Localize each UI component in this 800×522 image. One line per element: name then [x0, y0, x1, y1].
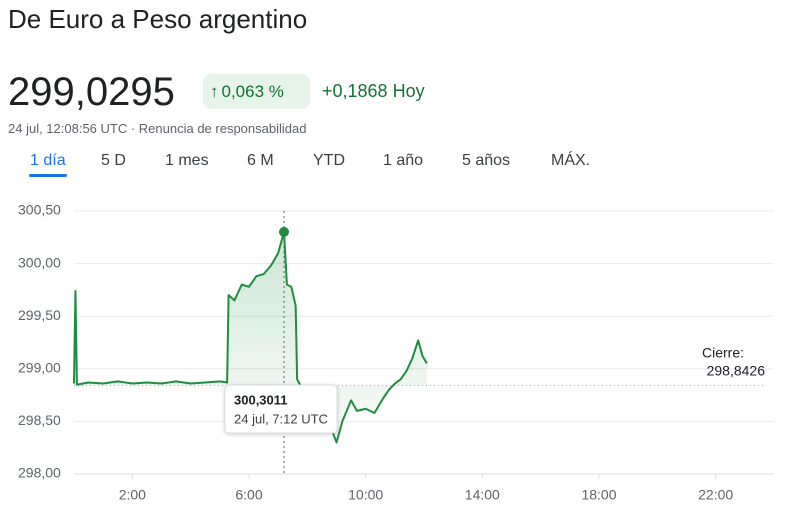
- arrow-icon: ↑: [210, 82, 219, 101]
- tab[interactable]: YTD: [313, 152, 345, 169]
- close-title: Cierre:: [702, 345, 744, 361]
- y-tick-label: 298,00: [18, 465, 61, 481]
- y-tick-label: 299,50: [18, 307, 61, 323]
- tab[interactable]: 5 años: [462, 152, 511, 169]
- timestamp: 24 jul, 12:08:56 UTC · Renuncia de respo…: [8, 121, 307, 136]
- tab[interactable]: 5 D: [101, 152, 126, 169]
- change-abs: +0,1868: [322, 81, 388, 101]
- change-badge: ↑ 0,063 %: [203, 74, 310, 109]
- x-tick-label: 14:00: [465, 487, 500, 503]
- tab[interactable]: MÁX.: [551, 152, 591, 169]
- y-tick-label: 300,00: [18, 254, 61, 270]
- tooltip-value: 300,3011: [234, 392, 288, 407]
- x-tick-label: 22:00: [698, 487, 733, 503]
- hover-point: [279, 226, 289, 237]
- price: 299,0295: [8, 70, 175, 114]
- tab-underline: [29, 174, 67, 177]
- y-tick-label: 300,50: [18, 202, 61, 218]
- x-tick-label: 6:00: [235, 487, 262, 503]
- title: De Euro a Peso argentino: [8, 4, 308, 34]
- close-value: 298,8426: [707, 363, 766, 379]
- change: +0,1868 Hoy: [322, 81, 425, 102]
- x-tick-label: 10:00: [348, 487, 383, 503]
- tab[interactable]: 1 día: [30, 152, 66, 169]
- change-pct: 0,063 %: [221, 82, 284, 101]
- tab[interactable]: 1 mes: [165, 152, 209, 169]
- tooltip-time: 24 jul, 7:12 UTC: [234, 411, 328, 426]
- tooltip-box: [224, 384, 338, 434]
- area-fill: [74, 231, 427, 443]
- y-tick-label: 299,00: [18, 360, 61, 376]
- tab[interactable]: 6 M: [247, 152, 274, 169]
- x-tick-label: 2:00: [119, 487, 146, 503]
- y-tick-label: 298,50: [18, 412, 61, 428]
- x-tick-label: 18:00: [581, 487, 616, 503]
- price-line: [73, 230, 428, 444]
- tab[interactable]: 1 año: [383, 152, 424, 169]
- change-period: Hoy: [392, 81, 425, 101]
